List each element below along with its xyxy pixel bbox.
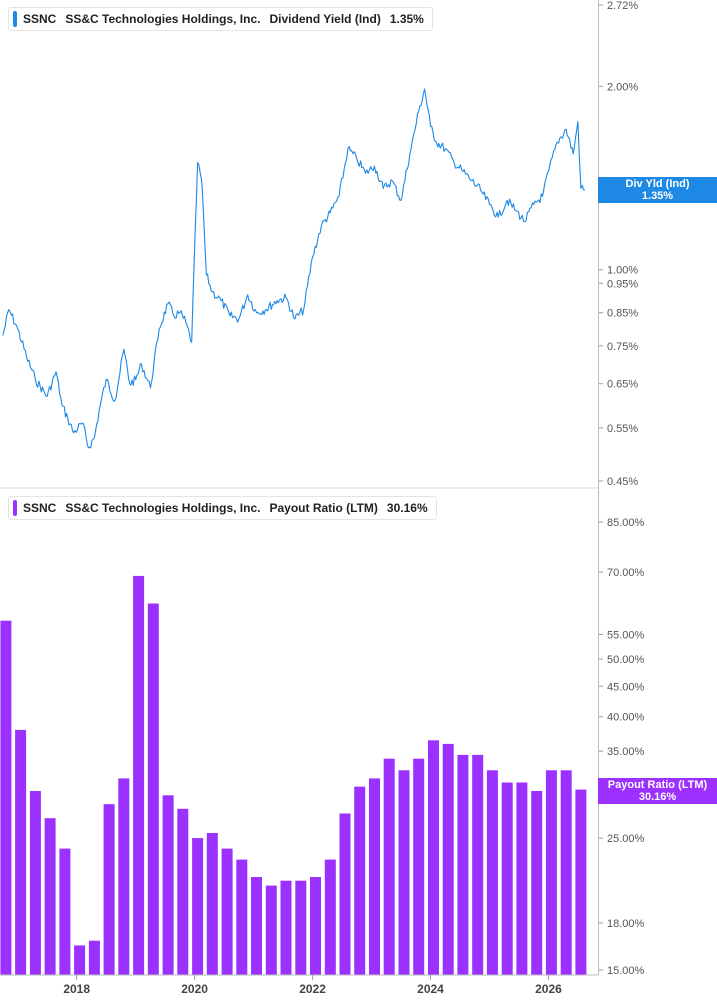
payout-bar xyxy=(295,880,307,975)
payout-bar xyxy=(251,877,262,975)
payout-legend-metric: Payout Ratio (LTM) xyxy=(269,501,378,515)
yield-y-tick-label: 0.95% xyxy=(607,278,638,290)
payout-bar xyxy=(133,575,145,975)
payout-bar xyxy=(383,758,395,975)
payout-bar xyxy=(265,885,277,975)
payout-legend-company: SS&C Technologies Holdings, Inc. xyxy=(65,501,261,515)
yield-tag-value: 1.35% xyxy=(641,190,674,203)
yield-y-tick-label: 2.72% xyxy=(607,0,638,12)
payout-y-tick-label: 45.00% xyxy=(607,681,645,693)
payout-y-tick-label: 35.00% xyxy=(607,746,645,758)
payout-bar xyxy=(531,791,543,975)
payout-y-tick-label: 85.00% xyxy=(607,517,645,529)
payout-bar xyxy=(59,848,71,975)
payout-current-tag: Payout Ratio (LTM) 30.16% xyxy=(598,777,717,804)
payout-swatch xyxy=(13,500,17,516)
x-tick-label: 2018 xyxy=(63,982,90,996)
payout-bar xyxy=(206,833,218,975)
payout-bar xyxy=(472,754,484,975)
payout-y-tick-label: 15.00% xyxy=(607,965,645,977)
payout-bar xyxy=(310,877,321,975)
payout-bar xyxy=(545,770,557,975)
payout-bar xyxy=(88,940,100,975)
payout-y-tick-label: 70.00% xyxy=(607,567,645,579)
axes: 2.72% 2.00% 1.00%0.95% 0.85% 0.75% 0.65% 0.55%… xyxy=(0,0,645,996)
payout-bar xyxy=(501,782,513,975)
payout-bar xyxy=(44,818,56,975)
yield-legend-ticker: SSNC xyxy=(23,12,57,26)
payout-tag-label: Payout Ratio (LTM) xyxy=(607,778,708,791)
x-tick-label: 2020 xyxy=(181,982,208,996)
yield-y-tick-label: 1.00% xyxy=(607,265,638,277)
payout-bar xyxy=(516,782,528,975)
payout-bar xyxy=(118,778,130,975)
yield-tag-label: Div Yld (Ind) xyxy=(625,178,690,191)
payout-y-tick-label: 50.00% xyxy=(607,654,645,666)
payout-bar xyxy=(280,880,292,975)
payout-bar xyxy=(324,859,336,975)
payout-legend[interactable]: SSNC SS&C Technologies Holdings, Inc. Pa… xyxy=(8,496,437,520)
payout-bar xyxy=(354,786,366,975)
yield-legend[interactable]: SSNC SS&C Technologies Holdings, Inc. Di… xyxy=(8,7,433,31)
payout-bar xyxy=(192,838,204,975)
payout-bar xyxy=(103,804,115,975)
yield-legend-company: SS&C Technologies Holdings, Inc. xyxy=(65,12,261,26)
payout-bar xyxy=(177,808,189,975)
yield-y-tick-label: 0.75% xyxy=(607,341,638,353)
payout-bar xyxy=(457,754,469,975)
payout-bar xyxy=(369,778,380,975)
payout-bar xyxy=(162,795,174,975)
payout-y-tick-label: 25.00% xyxy=(607,833,645,845)
yield-legend-metric: Dividend Yield (Ind) xyxy=(269,12,381,26)
payout-bar xyxy=(74,945,86,975)
yield-series-line xyxy=(2,88,586,449)
yield-current-tag: Div Yld (Ind) 1.35% xyxy=(598,177,717,204)
payout-bar xyxy=(339,813,351,975)
payout-bar xyxy=(236,859,248,975)
payout-bar xyxy=(575,789,587,975)
x-tick-label: 2024 xyxy=(417,982,444,996)
payout-panel xyxy=(0,575,587,975)
payout-legend-value: 30.16% xyxy=(386,501,428,515)
payout-y-tick-label: 55.00% xyxy=(607,629,645,641)
payout-bar xyxy=(486,770,498,975)
payout-bar xyxy=(29,791,41,975)
yield-y-tick-label: 0.45% xyxy=(607,476,638,488)
yield-swatch xyxy=(13,11,17,27)
yield-legend-value: 1.35% xyxy=(389,12,424,26)
x-tick-label: 2026 xyxy=(535,982,562,996)
payout-bar xyxy=(442,743,454,975)
payout-bar xyxy=(398,770,410,975)
payout-bar xyxy=(560,770,572,975)
yield-y-tick-label: 0.65% xyxy=(607,379,638,391)
yield-y-tick-label: 0.55% xyxy=(607,423,638,435)
yield-panel xyxy=(2,88,586,449)
yield-y-tick-label: 2.00% xyxy=(607,81,638,93)
yield-y-tick-label: 0.85% xyxy=(607,308,638,320)
payout-tag-value: 30.16% xyxy=(638,790,677,803)
payout-bar xyxy=(221,848,233,975)
payout-bar xyxy=(15,729,27,975)
payout-bar xyxy=(413,758,425,975)
payout-bar xyxy=(428,740,439,975)
payout-bar xyxy=(147,603,159,975)
x-tick-label: 2022 xyxy=(299,982,326,996)
payout-legend-ticker: SSNC xyxy=(23,501,57,515)
payout-y-tick-label: 40.00% xyxy=(607,712,645,724)
payout-bar xyxy=(0,620,12,975)
payout-y-tick-label: 18.00% xyxy=(607,918,645,930)
